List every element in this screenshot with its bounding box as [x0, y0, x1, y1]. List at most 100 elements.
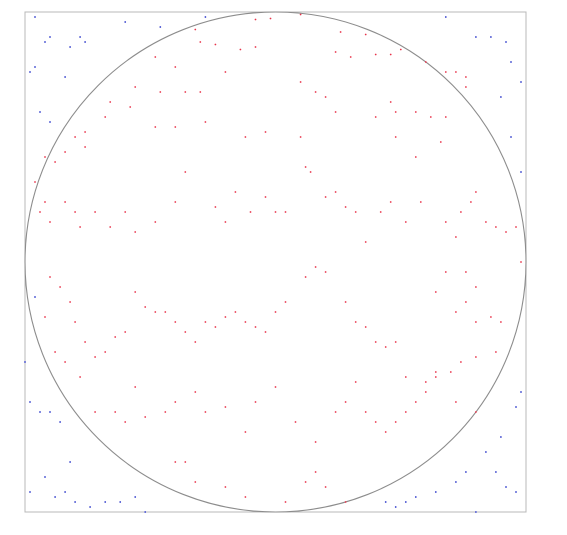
- data-point: [44, 316, 46, 318]
- data-point: [284, 301, 287, 303]
- data-point: [334, 51, 337, 53]
- data-point: [224, 486, 227, 488]
- data-point: [214, 206, 217, 208]
- data-point: [74, 136, 76, 138]
- data-point: [59, 421, 61, 423]
- data-point: [54, 496, 56, 498]
- data-point: [154, 126, 157, 128]
- data-point: [424, 61, 427, 63]
- data-point: [414, 156, 417, 158]
- data-point: [129, 106, 132, 108]
- data-point: [134, 291, 137, 293]
- data-point: [94, 211, 96, 213]
- data-point: [54, 161, 56, 163]
- data-point: [84, 41, 86, 43]
- data-point: [389, 101, 392, 103]
- data-point: [64, 361, 66, 363]
- overlay-circle: [24, 11, 527, 513]
- data-point: [460, 211, 462, 213]
- data-point: [304, 481, 307, 483]
- data-point: [465, 76, 467, 78]
- data-point: [384, 501, 387, 503]
- data-point: [505, 486, 507, 488]
- data-point: [455, 71, 457, 73]
- data-point: [495, 351, 497, 353]
- data-point: [34, 16, 36, 18]
- data-point: [429, 116, 432, 118]
- data-point: [64, 151, 66, 153]
- data-point: [424, 381, 427, 383]
- data-point: [59, 286, 61, 288]
- data-point: [239, 48, 242, 51]
- data-point: [434, 291, 437, 293]
- data-point: [334, 411, 337, 413]
- data-point: [69, 46, 71, 48]
- data-point: [475, 321, 477, 323]
- data-point: [455, 481, 457, 483]
- data-point: [34, 66, 36, 68]
- data-point: [54, 351, 56, 353]
- data-point: [414, 401, 417, 403]
- data-point: [364, 326, 367, 328]
- data-point: [500, 96, 502, 98]
- data-point: [49, 221, 51, 223]
- data-point: [144, 416, 147, 418]
- data-point: [104, 501, 107, 503]
- data-point: [224, 221, 227, 223]
- data-point: [510, 61, 512, 63]
- data-point: [194, 28, 197, 31]
- data-point: [249, 211, 252, 213]
- data-point: [134, 86, 137, 88]
- data-point: [354, 211, 357, 213]
- data-point: [334, 191, 337, 193]
- data-point: [69, 301, 71, 303]
- data-point: [144, 306, 147, 308]
- data-point: [254, 326, 257, 328]
- data-point: [79, 226, 81, 228]
- data-point: [394, 341, 397, 343]
- data-point: [520, 261, 522, 263]
- data-point: [324, 196, 327, 198]
- data-point: [379, 211, 382, 213]
- data-point: [204, 411, 207, 413]
- data-point: [29, 71, 31, 73]
- data-point: [244, 136, 247, 138]
- data-point: [114, 336, 117, 338]
- data-point: [444, 221, 447, 223]
- data-point: [254, 18, 257, 21]
- data-point: [515, 226, 517, 228]
- data-point: [510, 136, 512, 138]
- data-point: [89, 506, 91, 508]
- data-point: [419, 201, 422, 203]
- data-point: [174, 201, 177, 203]
- data-point: [154, 221, 157, 223]
- data-point: [124, 21, 127, 23]
- data-point: [224, 71, 227, 73]
- data-point: [254, 401, 257, 403]
- overlay-layer: [24, 11, 527, 513]
- series-1: [24, 16, 522, 513]
- data-point: [354, 321, 357, 323]
- data-point: [74, 211, 76, 213]
- data-point: [444, 116, 447, 118]
- data-point: [44, 201, 46, 203]
- data-point: [394, 506, 397, 508]
- data-point: [109, 226, 112, 228]
- data-point: [154, 56, 157, 58]
- data-point: [49, 36, 51, 38]
- data-point: [444, 271, 447, 273]
- data-point: [364, 241, 367, 243]
- data-point: [344, 301, 347, 303]
- data-point: [475, 411, 477, 413]
- data-point: [174, 126, 177, 128]
- data-point: [314, 91, 317, 93]
- data-point: [194, 391, 197, 393]
- data-point: [69, 461, 71, 463]
- data-point: [444, 71, 447, 73]
- data-point: [455, 311, 457, 313]
- data-point: [475, 356, 477, 358]
- data-point: [344, 206, 347, 208]
- data-point: [34, 296, 36, 298]
- data-point: [394, 421, 397, 423]
